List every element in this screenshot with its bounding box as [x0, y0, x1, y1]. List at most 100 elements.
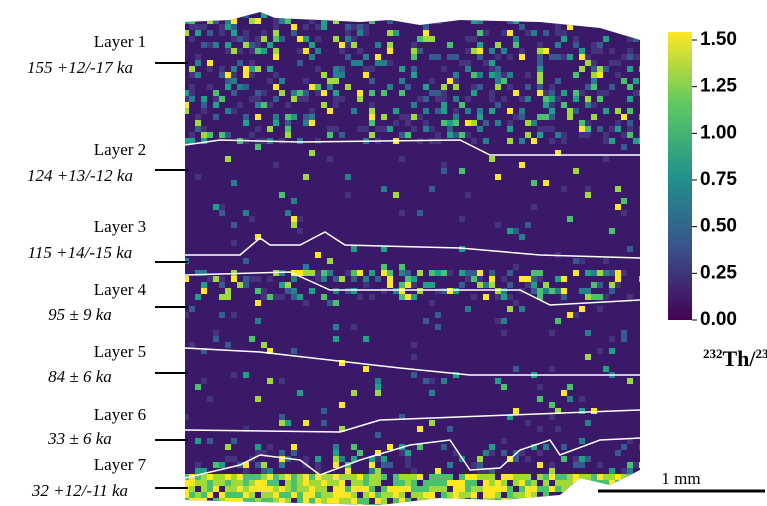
pixel: [477, 54, 483, 60]
pixel: [411, 486, 417, 492]
pixel: [363, 126, 369, 132]
pixel: [579, 66, 585, 72]
pixel: [423, 282, 429, 288]
pixel: [387, 492, 393, 498]
pixel: [477, 486, 483, 492]
pixel: [471, 138, 477, 144]
pixel: [549, 414, 555, 420]
pixel: [579, 54, 585, 60]
pixel: [609, 60, 615, 66]
pixel: [267, 276, 273, 282]
pixel: [465, 306, 471, 312]
pixel: [249, 474, 255, 480]
pixel: [519, 162, 525, 168]
pixel: [231, 72, 237, 78]
pixel: [225, 480, 231, 486]
pixel: [195, 174, 201, 180]
pixel: [531, 480, 537, 486]
pixel: [639, 474, 645, 480]
pixel: [231, 372, 237, 378]
pixel: [201, 498, 207, 504]
pixel: [513, 18, 519, 24]
pixel: [189, 72, 195, 78]
pixel: [459, 168, 465, 174]
pixel: [429, 498, 435, 504]
pixel: [195, 492, 201, 498]
pixel: [447, 12, 453, 18]
pixel: [627, 462, 633, 468]
pixel: [591, 78, 597, 84]
pixel: [333, 12, 339, 18]
pixel: [537, 384, 543, 390]
pixel: [273, 480, 279, 486]
pixel: [633, 462, 639, 468]
pixel: [423, 24, 429, 30]
pixel: [555, 12, 561, 18]
pixel: [231, 480, 237, 486]
pixel: [249, 60, 255, 66]
pixel: [543, 486, 549, 492]
pixel: [249, 336, 255, 342]
colorbar: [668, 32, 692, 320]
pixel: [471, 84, 477, 90]
pixel: [321, 18, 327, 24]
pixel: [435, 270, 441, 276]
pixel: [627, 294, 633, 300]
pixel: [435, 498, 441, 504]
pixel: [267, 468, 273, 474]
pixel: [375, 54, 381, 60]
pixel: [639, 492, 645, 498]
pixel: [567, 396, 573, 402]
pixel: [243, 66, 249, 72]
pixel: [603, 366, 609, 372]
pixel: [441, 96, 447, 102]
pixel: [219, 282, 225, 288]
colorbar-tick-label: 1.25: [700, 76, 737, 97]
pixel: [231, 474, 237, 480]
pixel: [357, 48, 363, 54]
pixel: [297, 228, 303, 234]
colorbar-tick-label: 0.00: [700, 309, 737, 330]
pixel: [441, 474, 447, 480]
pixel: [477, 48, 483, 54]
pixel: [189, 492, 195, 498]
pixel: [405, 12, 411, 18]
pixel: [465, 474, 471, 480]
pixel: [315, 48, 321, 54]
pixel: [603, 36, 609, 42]
pixel: [615, 282, 621, 288]
pixel: [489, 48, 495, 54]
pixel: [231, 180, 237, 186]
pixel: [483, 450, 489, 456]
pixel: [519, 54, 525, 60]
pixel: [489, 96, 495, 102]
pixel: [399, 12, 405, 18]
pixel: [429, 270, 435, 276]
pixel: [369, 114, 375, 120]
pixel: [285, 18, 291, 24]
pixel: [345, 30, 351, 36]
pixel: [513, 228, 519, 234]
pixel: [615, 474, 621, 480]
pixel: [447, 120, 453, 126]
pixel: [549, 114, 555, 120]
pixel: [501, 318, 507, 324]
pixel: [501, 486, 507, 492]
pixel: [627, 126, 633, 132]
pixel: [339, 486, 345, 492]
pixel: [213, 462, 219, 468]
pixel: [639, 462, 645, 468]
pixel: [351, 486, 357, 492]
pixel: [501, 330, 507, 336]
pixel: [549, 366, 555, 372]
pixel: [345, 474, 351, 480]
pixel: [543, 30, 549, 36]
pixel: [609, 48, 615, 54]
pixel: [339, 48, 345, 54]
pixel: [573, 498, 579, 504]
pixel: [339, 96, 345, 102]
pixel: [513, 492, 519, 498]
pixel: [213, 474, 219, 480]
pixel: [429, 282, 435, 288]
pixel: [525, 30, 531, 36]
